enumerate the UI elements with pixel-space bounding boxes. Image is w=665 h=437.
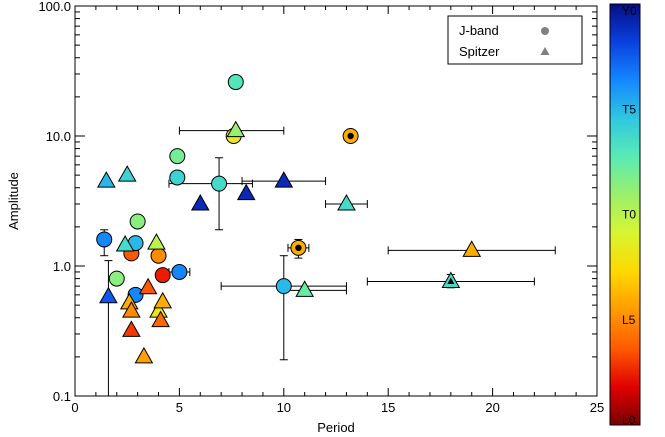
spitzer-triangle-marker [190, 193, 210, 211]
spitzer-triangle-marker [147, 233, 166, 250]
spitzer-triangle-marker [337, 193, 356, 211]
colorbar-gradient [609, 3, 641, 426]
spitzer-triangle-marker [134, 346, 154, 364]
jband-circle-marker [150, 247, 167, 264]
legend-box [447, 15, 583, 65]
jband-circle-marker [211, 175, 228, 192]
legend-triangle-marker [540, 47, 550, 55]
y-tick-label: 10.0 [46, 129, 71, 144]
jband-marker-core [347, 132, 354, 140]
jband-marker-core [295, 244, 302, 252]
spitzer-triangle-marker [122, 301, 141, 318]
jband-circle-marker [275, 278, 292, 295]
y-tick-label: 0.1 [53, 389, 71, 404]
jband-circle-marker [108, 270, 125, 287]
y-tick-label: 1.0 [53, 259, 71, 274]
legend-label-jband: J-band [459, 23, 499, 38]
plot-frame [74, 5, 598, 397]
x-tick-label: 0 [71, 400, 78, 415]
colorbar: Y0 T5 T0 L5 L0 [609, 3, 641, 427]
colorbar-label: T0 [622, 208, 636, 222]
spitzer-triangle-marker [115, 235, 135, 252]
x-axis-label: Period [317, 420, 355, 435]
jband-circle-marker [96, 231, 113, 248]
colorbar-label: Y0 [622, 4, 637, 18]
jband-circle-marker [171, 263, 188, 280]
colorbar-label: T5 [622, 102, 636, 116]
colorbar-label: L0 [622, 413, 636, 427]
spitzer-triangle-marker [236, 183, 256, 201]
spitzer-triangle-marker [151, 310, 170, 328]
jband-circle-marker [129, 213, 146, 230]
legend-circle-marker [541, 27, 549, 35]
spitzer-triangle-marker [122, 320, 141, 337]
jband-circle-marker [169, 148, 186, 165]
jband-circle-marker [154, 267, 171, 284]
x-tick-label: 10 [277, 400, 291, 415]
legend: J-band Spitzer [447, 15, 583, 65]
jband-circle-marker [169, 169, 186, 186]
x-tick-label: 15 [381, 400, 395, 415]
spitzer-triangle-marker [226, 120, 246, 138]
spitzer-triangle-marker [138, 277, 158, 295]
spitzer-triangle-marker [153, 291, 173, 309]
spitzer-triangle-marker [117, 165, 137, 182]
x-tick-label: 25 [590, 400, 604, 415]
legend-label-spitzer: Spitzer [459, 44, 500, 59]
spitzer-marker-core [447, 277, 455, 284]
jband-circle-marker [227, 74, 244, 91]
spitzer-triangle-marker [99, 286, 118, 304]
spitzer-triangle-marker [96, 171, 116, 188]
y-tick-label: 100.0 [38, 0, 71, 14]
spitzer-triangle-marker [462, 240, 482, 257]
y-axis-label: Amplitude [6, 172, 21, 230]
spitzer-triangle-marker [295, 280, 315, 297]
spitzer-triangle-marker [274, 171, 294, 188]
x-tick-label: 20 [485, 400, 499, 415]
x-tick-label: 5 [176, 400, 183, 415]
colorbar-label: L5 [622, 313, 636, 327]
